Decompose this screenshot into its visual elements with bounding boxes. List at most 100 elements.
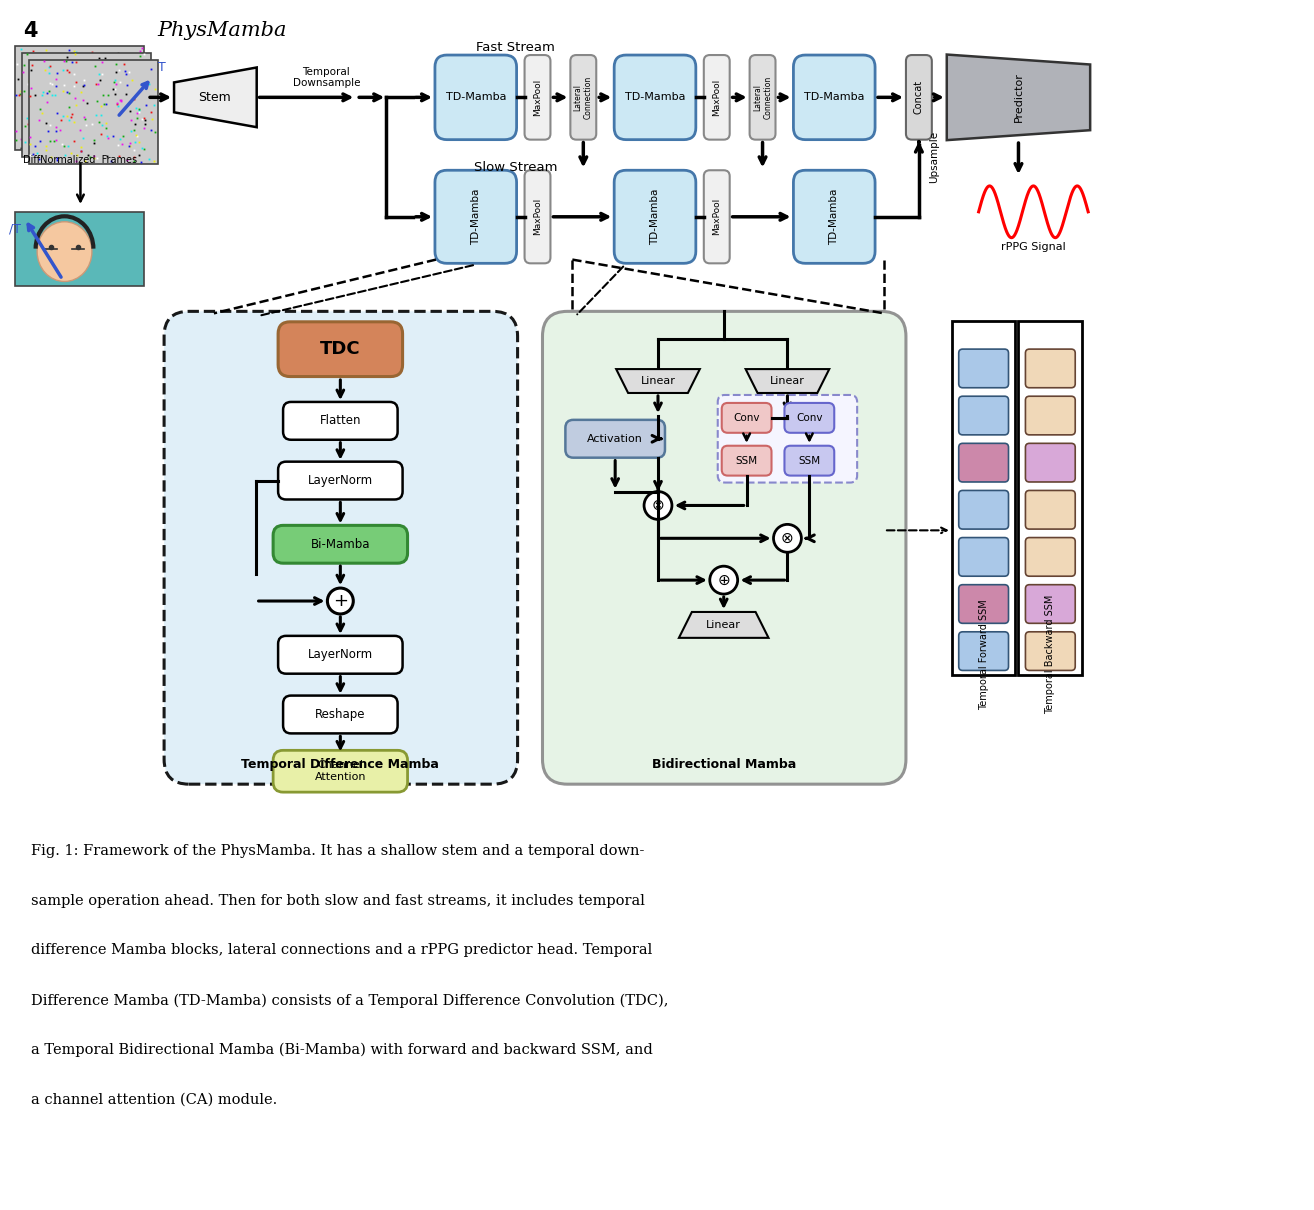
FancyBboxPatch shape — [749, 54, 775, 139]
Text: Fig. 1: Framework of the PhysMamba. It has a shallow stem and a temporal down-: Fig. 1: Framework of the PhysMamba. It h… — [30, 843, 644, 858]
Bar — [951, 322, 1016, 675]
Text: Linear: Linear — [770, 376, 805, 386]
FancyBboxPatch shape — [283, 402, 398, 439]
FancyBboxPatch shape — [959, 632, 1009, 670]
Text: +: + — [332, 592, 348, 610]
Polygon shape — [679, 612, 769, 638]
FancyBboxPatch shape — [959, 537, 1009, 576]
FancyBboxPatch shape — [1025, 490, 1075, 529]
FancyBboxPatch shape — [1025, 396, 1075, 434]
Text: LayerNorm: LayerNorm — [307, 474, 373, 488]
Text: SSM: SSM — [736, 456, 758, 466]
Circle shape — [327, 588, 353, 613]
Text: Bidirectional Mamba: Bidirectional Mamba — [652, 757, 796, 771]
FancyBboxPatch shape — [279, 462, 402, 500]
Text: Difference Mamba (TD-Mamba) consists of a Temporal Difference Convolution (TDC),: Difference Mamba (TD-Mamba) consists of … — [30, 993, 668, 1008]
Text: Linear: Linear — [640, 376, 675, 386]
Text: a Temporal Bidirectional Mamba (Bi-Mamba) with forward and backward SSM, and: a Temporal Bidirectional Mamba (Bi-Mamba… — [30, 1043, 653, 1058]
Circle shape — [710, 566, 737, 594]
FancyBboxPatch shape — [273, 525, 407, 563]
Text: TD-Mamba: TD-Mamba — [804, 92, 865, 103]
FancyBboxPatch shape — [721, 445, 771, 476]
FancyBboxPatch shape — [959, 584, 1009, 623]
Text: /T: /T — [9, 223, 21, 235]
Bar — [14, 212, 145, 287]
FancyBboxPatch shape — [717, 394, 857, 483]
Text: Temporal Backward SSM: Temporal Backward SSM — [1046, 595, 1055, 714]
Text: ⊕: ⊕ — [717, 572, 731, 588]
FancyBboxPatch shape — [905, 54, 932, 139]
FancyBboxPatch shape — [435, 171, 516, 264]
Text: ⊗: ⊗ — [652, 499, 665, 513]
Text: rPPG Signal: rPPG Signal — [1001, 242, 1066, 252]
FancyBboxPatch shape — [543, 311, 905, 784]
Text: a channel attention (CA) module.: a channel attention (CA) module. — [30, 1093, 277, 1107]
Text: MaxPool: MaxPool — [533, 198, 541, 236]
Bar — [22, 52, 151, 157]
Polygon shape — [947, 54, 1091, 140]
Circle shape — [774, 524, 802, 552]
Text: TD-Mamba: TD-Mamba — [624, 92, 686, 103]
FancyBboxPatch shape — [721, 403, 771, 433]
FancyBboxPatch shape — [959, 443, 1009, 482]
Text: DiffNormalized  Frames: DiffNormalized Frames — [24, 155, 138, 165]
Text: difference Mamba blocks, lateral connections and a rPPG predictor head. Temporal: difference Mamba blocks, lateral connect… — [30, 944, 652, 957]
Text: Linear: Linear — [707, 620, 741, 630]
Text: 4: 4 — [24, 21, 38, 41]
Text: Activation: Activation — [587, 433, 643, 444]
Text: Concat: Concat — [915, 80, 924, 115]
FancyBboxPatch shape — [704, 171, 729, 264]
Text: TD-Mamba: TD-Mamba — [829, 189, 840, 244]
FancyBboxPatch shape — [959, 396, 1009, 434]
Text: MaxPool: MaxPool — [533, 79, 541, 116]
Text: TD-Mamba: TD-Mamba — [470, 189, 481, 244]
Text: Lateral
Connection: Lateral Connection — [574, 76, 593, 119]
FancyBboxPatch shape — [1025, 443, 1075, 482]
FancyBboxPatch shape — [794, 171, 875, 264]
Text: LayerNorm: LayerNorm — [307, 649, 373, 662]
FancyBboxPatch shape — [570, 54, 597, 139]
FancyBboxPatch shape — [614, 171, 696, 264]
Text: Conv: Conv — [796, 413, 823, 422]
Text: Stem: Stem — [198, 91, 231, 104]
Text: Lateral
Connection: Lateral Connection — [753, 76, 773, 119]
Polygon shape — [173, 68, 256, 127]
Circle shape — [644, 491, 671, 519]
FancyBboxPatch shape — [784, 445, 834, 476]
Text: TD-Mamba: TD-Mamba — [650, 189, 660, 244]
Text: Bi-Mamba: Bi-Mamba — [310, 537, 371, 551]
FancyBboxPatch shape — [283, 696, 398, 733]
FancyBboxPatch shape — [959, 350, 1009, 387]
Polygon shape — [616, 369, 700, 393]
Text: MaxPool: MaxPool — [712, 79, 721, 116]
Polygon shape — [745, 369, 829, 393]
Bar — [1018, 322, 1083, 675]
Text: Temporal
Downsample: Temporal Downsample — [293, 67, 360, 88]
FancyBboxPatch shape — [1025, 350, 1075, 387]
Text: MaxPool: MaxPool — [712, 198, 721, 236]
FancyBboxPatch shape — [784, 403, 834, 433]
FancyBboxPatch shape — [1025, 537, 1075, 576]
FancyBboxPatch shape — [1025, 584, 1075, 623]
FancyBboxPatch shape — [1025, 632, 1075, 670]
Text: Flatten: Flatten — [319, 414, 361, 427]
FancyBboxPatch shape — [704, 54, 729, 139]
Ellipse shape — [37, 221, 92, 282]
Bar — [14, 46, 145, 150]
FancyBboxPatch shape — [565, 420, 665, 457]
Text: Temporal Difference Mamba: Temporal Difference Mamba — [242, 757, 439, 771]
Text: Temporal Forward SSM: Temporal Forward SSM — [979, 599, 988, 710]
FancyBboxPatch shape — [794, 54, 875, 139]
Text: TD-Mamba: TD-Mamba — [445, 92, 506, 103]
Text: Fast Stream: Fast Stream — [476, 41, 555, 54]
Text: sample operation ahead. Then for both slow and fast streams, it includes tempora: sample operation ahead. Then for both sl… — [30, 894, 645, 908]
Text: Conv: Conv — [733, 413, 759, 422]
Text: Upsample: Upsample — [929, 131, 938, 183]
Bar — [29, 59, 158, 165]
Text: Reshape: Reshape — [315, 708, 365, 721]
Text: Channel
Attention: Channel Attention — [314, 760, 367, 782]
FancyBboxPatch shape — [524, 54, 551, 139]
FancyBboxPatch shape — [273, 750, 407, 793]
Text: TDC: TDC — [321, 340, 360, 358]
FancyBboxPatch shape — [279, 636, 402, 674]
